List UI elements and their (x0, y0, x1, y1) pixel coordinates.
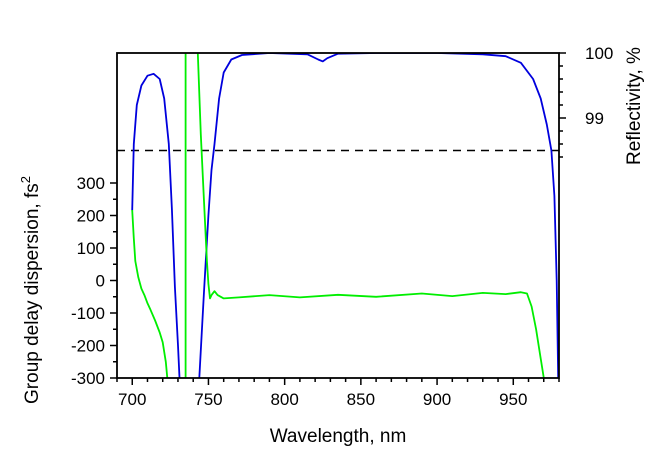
x-tick-label: 700 (118, 390, 146, 409)
series-gdd-line (131, 209, 169, 378)
y-right-tick-label: 100 (585, 44, 613, 63)
y-left-tick-label: -200 (71, 337, 105, 356)
plot-frame (116, 52, 560, 379)
y-axis-right-label: Reflectivity, % (624, 47, 645, 165)
y-left-tick-label: -100 (71, 304, 105, 323)
x-axis-label: Wavelength, nm (270, 426, 407, 447)
x-tick-label: 800 (270, 390, 298, 409)
series-reflectivity-line (131, 72, 181, 378)
series-reflectivity-line (198, 53, 559, 378)
series-gdd-line (196, 53, 545, 378)
y-left-tick-label: 300 (77, 174, 105, 193)
y-left-tick-label: 200 (77, 207, 105, 226)
x-tick-label: 900 (423, 390, 451, 409)
y-axis-left-label: Group delay dispersion, fs2 (18, 176, 43, 404)
x-tick-label: 850 (347, 390, 375, 409)
y-left-tick-label: 100 (77, 239, 105, 258)
y-right-tick-label: 99 (585, 109, 604, 128)
x-tick-label: 950 (499, 390, 527, 409)
y-left-tick-label: 0 (96, 272, 105, 291)
y-left-tick-label: -300 (71, 369, 105, 388)
x-tick-label: 750 (194, 390, 222, 409)
